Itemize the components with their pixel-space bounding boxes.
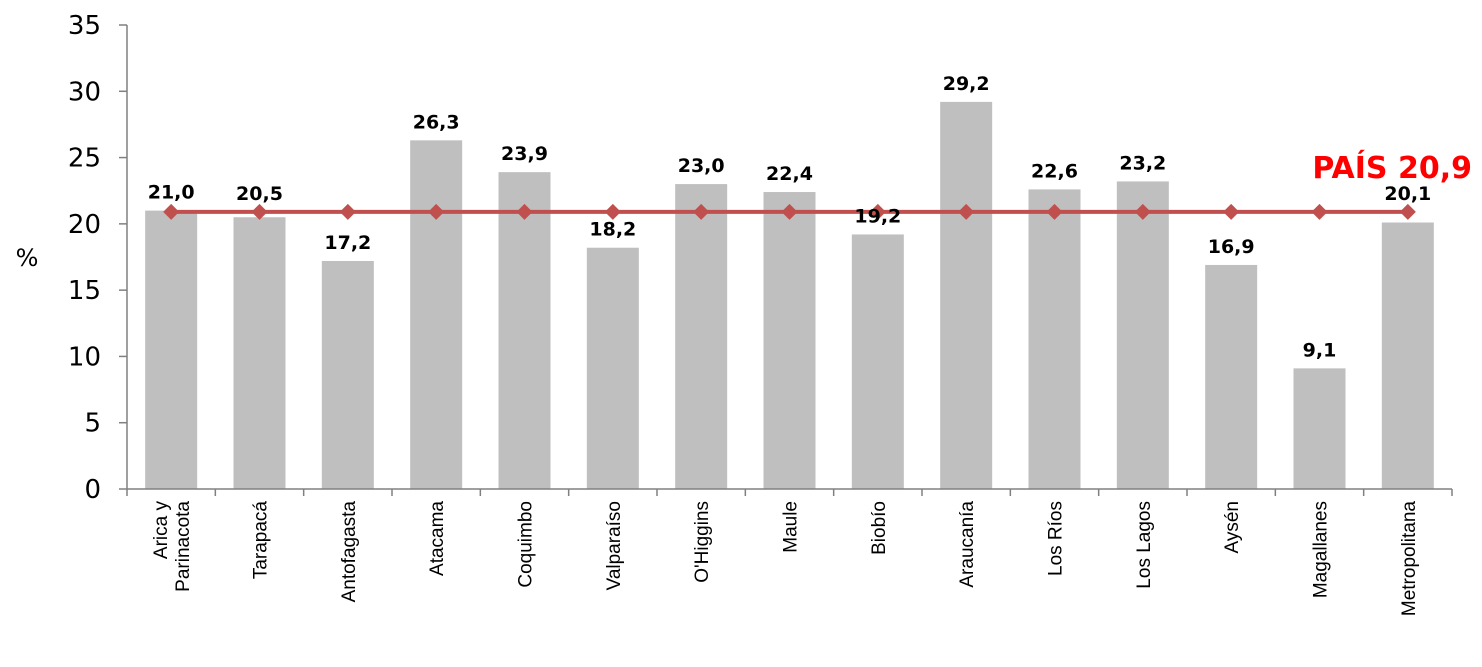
bar <box>586 247 639 489</box>
reference-line-marker <box>1311 203 1328 220</box>
reference-line-marker <box>1046 203 1063 220</box>
x-category-label: Atacama <box>427 501 448 576</box>
axes-group <box>119 24 1453 496</box>
x-category-label-group: Metropolitana <box>1399 501 1420 617</box>
bar-value-label: 26,3 <box>413 111 460 133</box>
x-category-label: Antofagasta <box>339 501 360 603</box>
x-category-label-group: Coquimbo <box>516 501 537 588</box>
bar <box>410 140 463 489</box>
x-category-label-group: Atacama <box>427 501 448 576</box>
x-category-label-group: Biobío <box>869 501 890 555</box>
x-category-label: Maule <box>781 501 802 553</box>
x-category-label: Arica y <box>151 501 172 560</box>
y-tick-label: 25 <box>68 144 101 174</box>
reference-line-marker <box>339 203 356 220</box>
x-category-label-group: O'Higgins <box>692 501 713 583</box>
bar-value-label: 23,9 <box>501 143 548 165</box>
x-category-label-group: Valparaíso <box>604 501 625 590</box>
y-tick-label: 0 <box>84 475 101 505</box>
x-category-label: Parinacota <box>173 501 194 592</box>
bar <box>1205 264 1258 489</box>
y-tick-label: 15 <box>68 276 101 306</box>
labels-group: 0 5 10 15 20 25 30 35 Arica y Parinacota Tarapacá A… <box>68 11 1431 616</box>
bar-value-label: 18,2 <box>589 219 636 241</box>
bar-value-label: 22,4 <box>766 163 813 185</box>
x-category-label-group: Antofagasta <box>339 501 360 603</box>
bar-value-label: 23,2 <box>1119 152 1166 174</box>
x-category-label: Los Ríos <box>1046 501 1067 576</box>
y-tick-label: 20 <box>68 210 101 240</box>
x-category-label: Magallanes <box>1311 501 1332 598</box>
bar <box>145 210 198 489</box>
bar <box>1116 181 1169 490</box>
x-category-label-group: Maule <box>781 501 802 553</box>
bar <box>498 172 551 489</box>
bars-group <box>145 101 1434 490</box>
bar <box>940 101 993 490</box>
bar <box>675 184 728 490</box>
reference-line-marker <box>1399 203 1416 220</box>
y-tick-label: 10 <box>68 342 101 372</box>
reference-line-marker <box>693 203 710 220</box>
x-category-label-group: Magallanes <box>1311 501 1332 598</box>
y-tick-label: 30 <box>68 77 101 107</box>
x-category-label-group: Tarapacá <box>251 501 272 580</box>
reference-line-marker <box>428 203 445 220</box>
x-category-label-group: Arica y Parinacota <box>151 501 194 592</box>
reference-line-marker <box>1134 203 1151 220</box>
x-category-label: Valparaíso <box>604 501 625 590</box>
x-category-label: Coquimbo <box>516 501 537 588</box>
bar-value-label: 20,1 <box>1384 183 1431 205</box>
x-category-label-group: Araucanía <box>957 501 978 588</box>
reference-line-marker <box>163 203 180 220</box>
x-category-label: Tarapacá <box>251 501 272 580</box>
bar <box>321 260 374 489</box>
x-category-label: Biobío <box>869 501 890 555</box>
bar <box>1293 368 1346 489</box>
reference-line-group <box>163 203 1416 220</box>
bar-value-label: 22,6 <box>1031 160 1078 182</box>
reference-line-marker <box>869 203 886 220</box>
bar-value-label: 19,2 <box>854 205 901 227</box>
reference-line-marker <box>781 203 798 220</box>
x-category-label: Aysén <box>1222 501 1243 553</box>
x-category-label-group: Aysén <box>1222 501 1243 553</box>
reference-line-marker <box>251 203 268 220</box>
x-category-label-group: Los Lagos <box>1134 501 1155 589</box>
y-tick-label: 35 <box>68 11 101 41</box>
x-category-label-group: Los Ríos <box>1046 501 1067 576</box>
bar <box>1381 222 1434 489</box>
bar-value-label: 29,2 <box>943 73 990 95</box>
bar-value-label: 20,5 <box>236 183 283 205</box>
reference-line-marker <box>604 203 621 220</box>
reference-line-marker <box>1223 203 1240 220</box>
x-category-label: O'Higgins <box>692 501 713 583</box>
y-axis-title: % <box>16 244 39 272</box>
reference-line-label: PAÍS 20,9 <box>1312 150 1472 186</box>
bar-value-label: 9,1 <box>1303 339 1337 361</box>
reference-line-marker <box>958 203 975 220</box>
x-category-label: Araucanía <box>957 501 978 588</box>
bar <box>763 192 816 490</box>
bar-value-label: 16,9 <box>1208 236 1255 258</box>
bar <box>233 217 286 489</box>
reference-line-marker <box>516 203 533 220</box>
bar <box>1028 189 1081 490</box>
x-category-label: Los Lagos <box>1134 501 1155 589</box>
bar-value-label: 17,2 <box>324 232 371 254</box>
bar <box>851 234 904 489</box>
y-tick-label: 5 <box>84 409 101 439</box>
x-category-label: Metropolitana <box>1399 501 1420 617</box>
bar-value-label: 23,0 <box>678 155 725 177</box>
bar-value-label: 21,0 <box>148 182 195 204</box>
